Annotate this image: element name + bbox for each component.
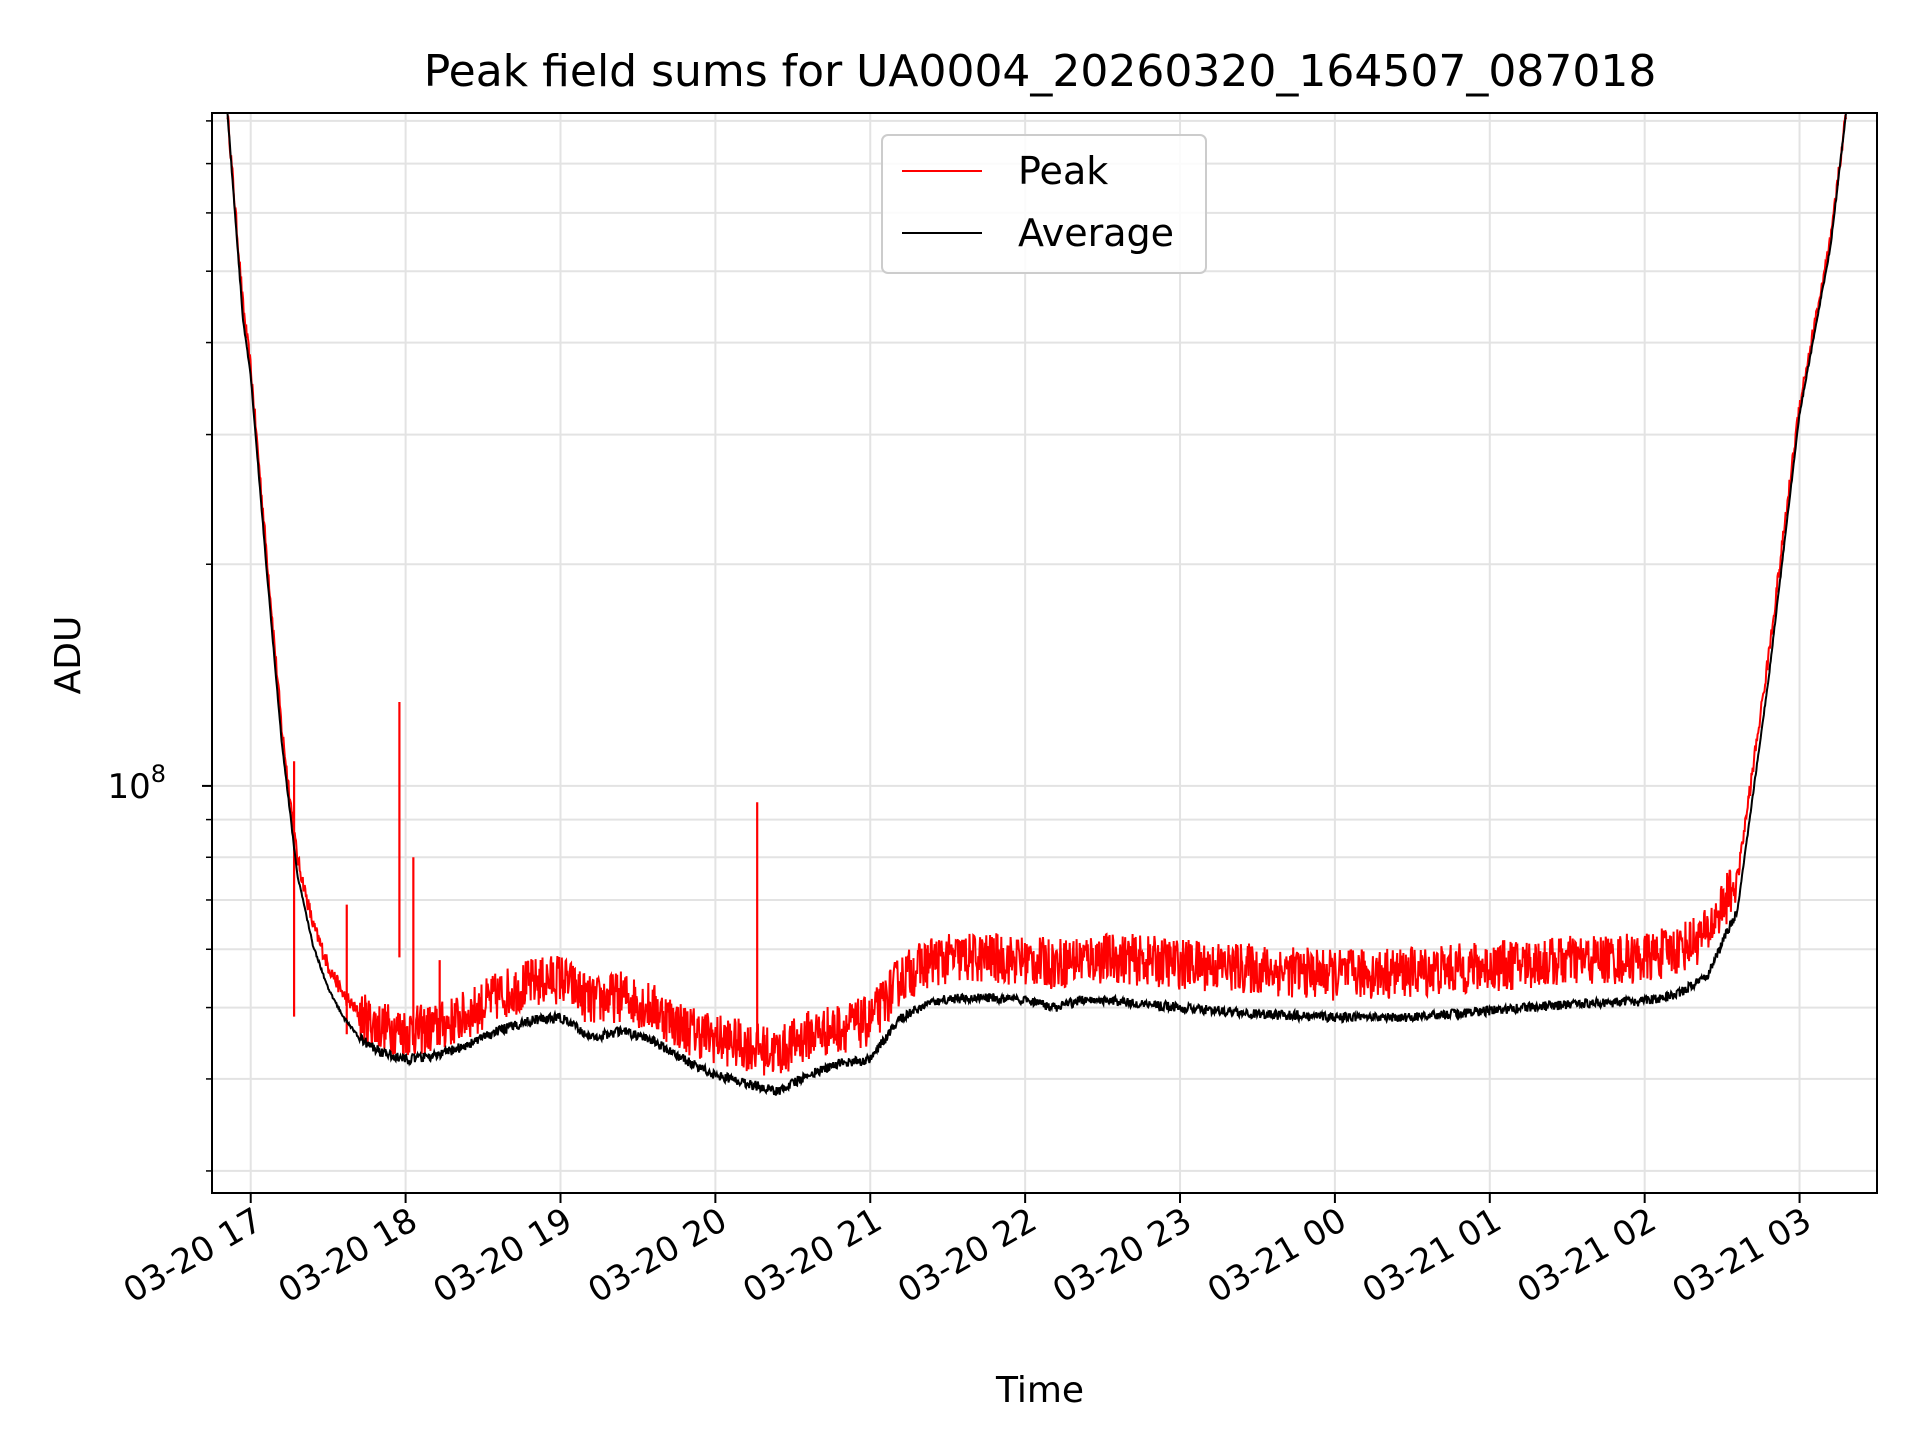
- y-axis-ticks: 108: [107, 120, 212, 1172]
- y-tick-label: 108: [107, 760, 166, 807]
- legend: Peak Average: [881, 134, 1207, 274]
- x-axis-label: Time: [995, 1370, 1084, 1411]
- y-axis-label: ADU: [48, 616, 89, 695]
- series-line-peak: [226, 114, 1847, 1076]
- peak-spikes: [292, 701, 759, 1035]
- y-tick-label-exponent: 8: [151, 760, 166, 788]
- series-line-average: [226, 112, 1847, 1096]
- chart-title: Peak field sums for UA0004_20260320_1645…: [424, 46, 1657, 97]
- y-tick-label-base: 10: [107, 767, 150, 807]
- axes-frame: [211, 112, 1878, 1194]
- legend-frame: [881, 134, 1207, 274]
- plot-area: [226, 112, 1847, 1096]
- legend-label-peak: Peak: [1018, 149, 1108, 193]
- legend-label-average: Average: [1018, 211, 1174, 255]
